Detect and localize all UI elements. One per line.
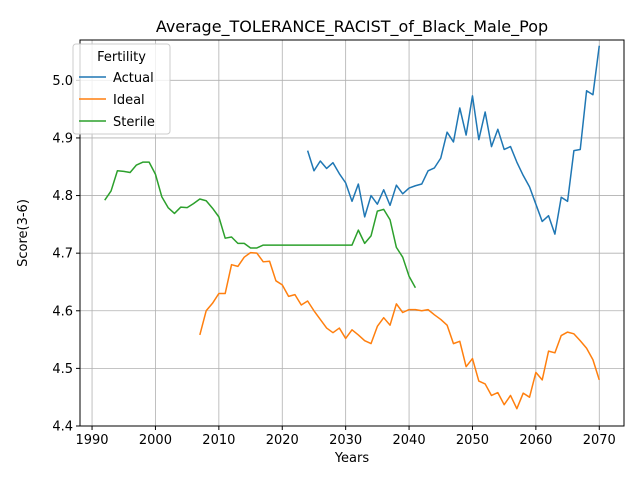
x-tick-label: 2020 bbox=[266, 433, 299, 448]
series-line-ideal bbox=[199, 251, 600, 410]
x-tick-label: 2030 bbox=[329, 433, 362, 448]
legend: Fertility Actual Ideal Sterile bbox=[72, 43, 171, 135]
legend-label-actual: Actual bbox=[113, 71, 154, 86]
x-tick-label: 2050 bbox=[456, 433, 489, 448]
axes-frame bbox=[79, 39, 625, 427]
axis-ticks: 1990 2000 2010 2020 2030 2040 2050 2060 2070 4.4 4… bbox=[52, 74, 616, 448]
x-tick-label: 2070 bbox=[583, 433, 616, 448]
x-tick-label: 2060 bbox=[519, 433, 552, 448]
plot-area bbox=[104, 45, 601, 410]
y-tick-label: 4.8 bbox=[52, 189, 73, 204]
y-tick-label: 4.5 bbox=[52, 362, 73, 377]
y-tick-label: 4.7 bbox=[52, 247, 73, 262]
series-line-sterile bbox=[104, 161, 417, 289]
x-tick-label: 2040 bbox=[393, 433, 426, 448]
y-tick-label: 4.4 bbox=[52, 420, 73, 435]
x-tick-label: 1990 bbox=[75, 433, 108, 448]
legend-label-sterile: Sterile bbox=[113, 115, 155, 130]
x-tick-label: 2010 bbox=[202, 433, 235, 448]
y-axis-label: Score(3-6) bbox=[16, 199, 31, 267]
y-tick-label: 4.6 bbox=[52, 304, 73, 319]
x-axis-label: Years bbox=[334, 451, 370, 466]
chart-title: Average_TOLERANCE_RACIST_of_Black_Male_P… bbox=[156, 17, 548, 37]
y-tick-label: 5.0 bbox=[52, 74, 73, 89]
legend-box bbox=[72, 43, 171, 135]
x-tick-label: 2000 bbox=[139, 433, 172, 448]
series-line-actual bbox=[306, 45, 601, 235]
y-tick-label: 4.9 bbox=[52, 131, 73, 146]
legend-title: Fertility bbox=[97, 50, 146, 65]
legend-label-ideal: Ideal bbox=[113, 93, 145, 108]
